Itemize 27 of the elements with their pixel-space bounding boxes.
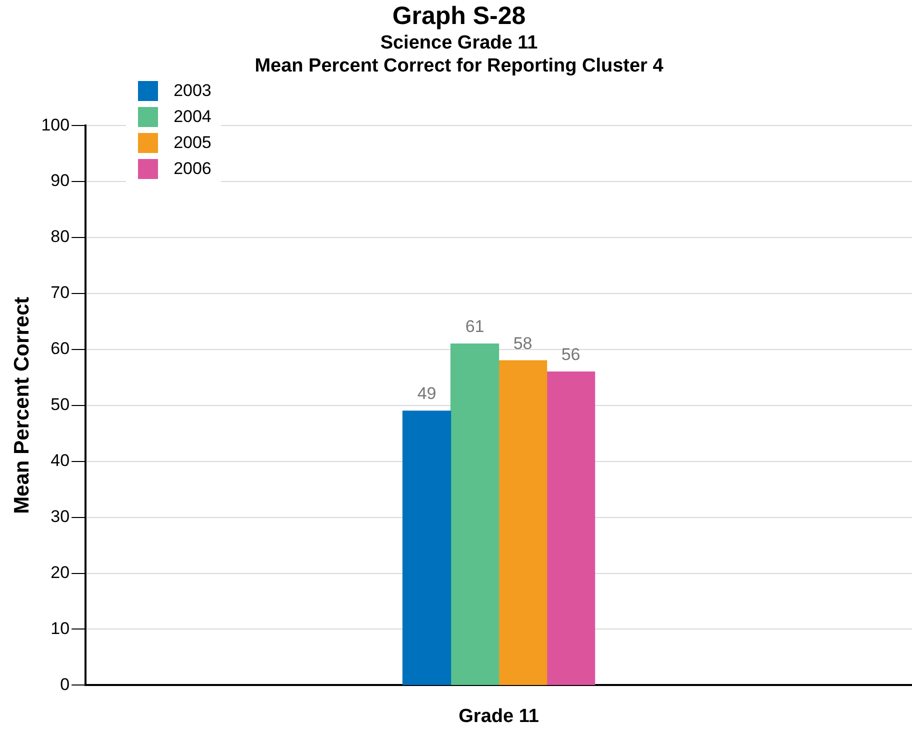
legend-label: 2006	[174, 158, 212, 179]
y-tick-label: 100	[41, 115, 70, 134]
bar	[402, 410, 452, 686]
legend-label: 2004	[174, 106, 212, 127]
bar	[498, 360, 548, 686]
bar	[450, 344, 500, 686]
y-tick-label: 20	[50, 562, 70, 582]
data-label: 49	[417, 384, 436, 404]
x-tick-label: Grade 11	[458, 706, 540, 727]
y-tick-label: 30	[50, 507, 70, 526]
bar	[546, 371, 596, 686]
chart-title: Graph S-28	[392, 2, 526, 30]
y-tick-label: 70	[50, 283, 70, 302]
data-label: 61	[465, 317, 484, 336]
y-tick-label: 90	[50, 171, 70, 190]
y-tick-label: 10	[50, 618, 70, 638]
data-label: 58	[513, 334, 532, 353]
legend-label: 2003	[174, 80, 212, 101]
y-tick-label: 40	[50, 451, 70, 470]
chart-subtitle: Science Grade 11 Mean Percent Correct for Reporting Cluster 4	[254, 32, 664, 76]
y-axis-title: Mean Percent Correct	[10, 296, 34, 514]
y-tick-label: 80	[50, 227, 70, 246]
data-label: 56	[561, 345, 580, 364]
y-tick-label: 50	[50, 395, 70, 414]
y-tick-label: 60	[50, 339, 70, 358]
y-tick-label: 0	[60, 674, 70, 694]
legend-label: 2005	[174, 132, 212, 153]
